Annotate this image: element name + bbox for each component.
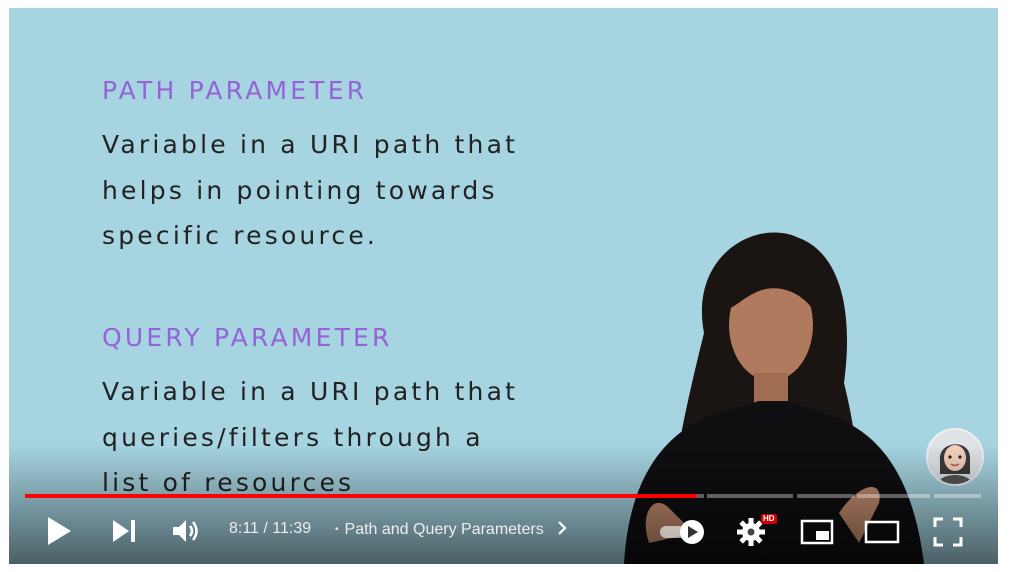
video-player[interactable]: PATH PARAMETER Variable in a URI path th… xyxy=(9,8,998,564)
player-controls: 8:11 / 11:39 • Path and Query Parameters xyxy=(9,504,998,560)
volume-button[interactable] xyxy=(169,514,203,548)
progress-played xyxy=(25,494,698,498)
chapter-segment[interactable] xyxy=(934,494,981,498)
path-parameter-line: specific resource. xyxy=(102,221,379,250)
next-button[interactable] xyxy=(107,514,141,548)
time-display: 8:11 / 11:39 xyxy=(229,520,311,538)
path-parameter-line: Variable in a URI path that xyxy=(102,130,519,159)
progress-bar[interactable] xyxy=(25,494,981,498)
chapter-segment[interactable] xyxy=(857,494,930,498)
chapter-dot: • xyxy=(335,524,339,535)
chapter-title: Path and Query Parameters xyxy=(344,521,544,538)
time-separator: / xyxy=(258,520,273,537)
autoplay-toggle-icon xyxy=(660,520,704,544)
theater-mode-icon xyxy=(864,520,900,544)
chapter-segment[interactable] xyxy=(707,494,793,498)
volume-icon xyxy=(173,520,198,542)
hd-badge: HD xyxy=(761,514,777,524)
miniplayer-icon xyxy=(800,519,834,545)
skip-next-icon xyxy=(113,520,135,542)
settings-button[interactable] xyxy=(735,516,767,548)
fullscreen-icon xyxy=(933,517,963,547)
chapter-segment[interactable] xyxy=(797,494,854,498)
query-parameter-line: Variable in a URI path that xyxy=(102,377,519,406)
path-parameter-heading: PATH PARAMETER xyxy=(102,76,368,105)
path-parameter-line: helps in pointing towards xyxy=(102,175,498,205)
play-button[interactable] xyxy=(42,514,76,548)
chapter-title-button[interactable]: • Path and Query Parameters xyxy=(335,520,568,539)
query-parameter-heading: QUERY PARAMETER xyxy=(102,323,393,352)
gear-icon xyxy=(737,518,765,546)
fullscreen-button[interactable] xyxy=(931,516,965,548)
current-time: 8:11 xyxy=(229,520,259,537)
chevron-right-icon xyxy=(558,521,567,535)
autoplay-toggle[interactable] xyxy=(657,516,707,548)
theater-mode-button[interactable] xyxy=(863,516,901,548)
path-parameter-description: Variable in a URI path that helps in poi… xyxy=(102,122,518,259)
play-icon xyxy=(48,517,71,545)
miniplayer-button[interactable] xyxy=(799,516,835,548)
duration: 11:39 xyxy=(272,520,312,537)
